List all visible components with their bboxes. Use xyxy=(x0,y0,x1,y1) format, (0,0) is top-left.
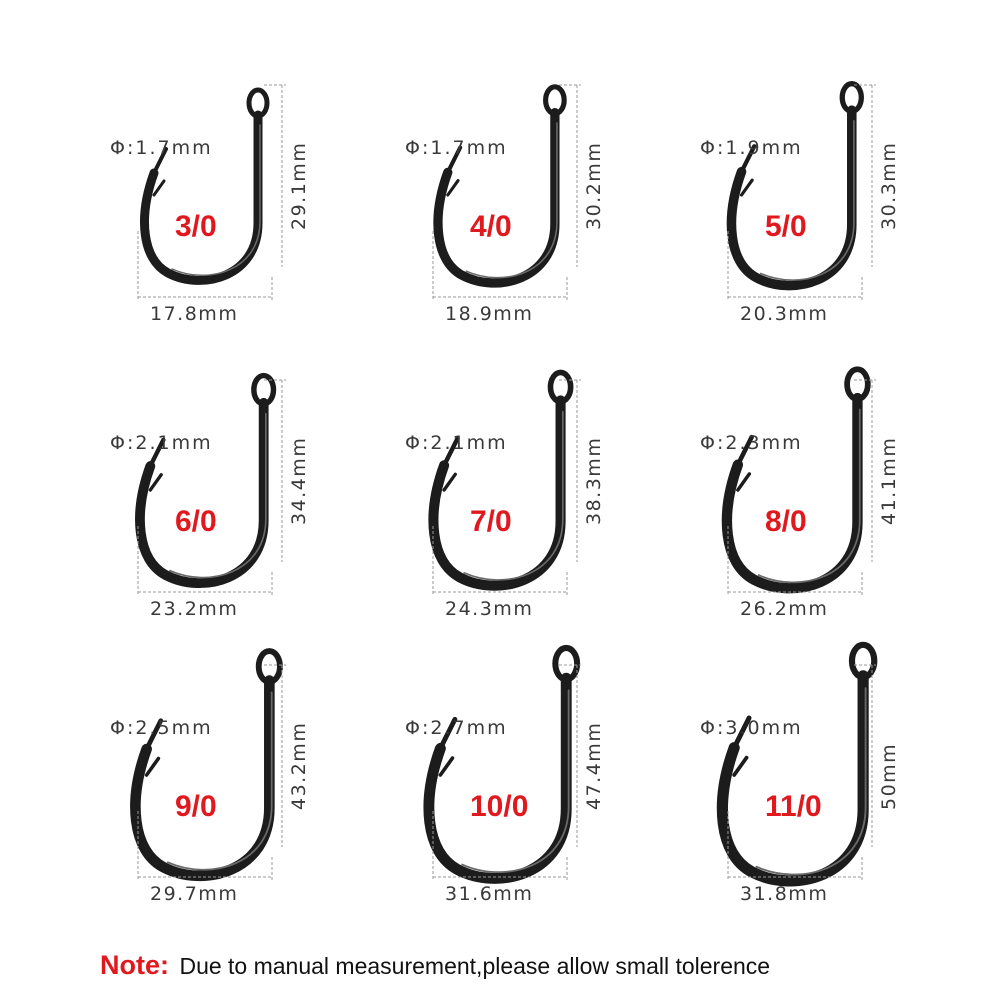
hook-highlight xyxy=(463,410,564,581)
hook-size-label: 5/0 xyxy=(765,210,807,243)
hook-highlight xyxy=(166,691,273,871)
hook-highlight xyxy=(759,120,855,281)
hook-length-label: 47.4mm xyxy=(583,721,605,810)
hook-cell: Φ:1.9mm 5/0 20.3mm 30.3mm xyxy=(640,45,930,335)
wire-diameter-label: Φ:2.7mm xyxy=(405,717,508,739)
hook-body xyxy=(716,670,869,887)
hook-body xyxy=(130,675,275,882)
hook-cell: Φ:3.0mm 11/0 31.8mm 50mm xyxy=(640,625,930,915)
hook-length-label: 30.2mm xyxy=(583,141,605,230)
hook-highlight xyxy=(755,687,867,876)
fishing-hook-illustration xyxy=(432,84,581,301)
wire-diameter-label: Φ:2.3mm xyxy=(700,432,803,454)
wire-diameter-label: Φ:1.7mm xyxy=(405,137,508,159)
fishing-hook-illustration xyxy=(130,648,286,882)
hook-highlight xyxy=(465,122,558,279)
hook-body xyxy=(428,395,566,591)
hook-cell: Φ:1.7mm 3/0 17.8mm 29.1mm xyxy=(50,45,340,335)
hook-point xyxy=(152,147,168,175)
hook-size-label: 6/0 xyxy=(175,505,217,538)
hook-cell: Φ:1.7mm 4/0 18.9mm 30.2mm xyxy=(345,45,635,335)
wire-diameter-label: Φ:2.1mm xyxy=(405,432,508,454)
hook-highlight xyxy=(461,689,570,873)
hook-length-label: 41.1mm xyxy=(878,436,900,525)
hook-barb xyxy=(438,756,455,777)
hook-width-label: 31.8mm xyxy=(740,883,829,905)
hook-barb xyxy=(442,472,457,492)
hook-length-label: 38.3mm xyxy=(583,436,605,525)
hook-barb xyxy=(148,473,163,492)
wire-diameter-label: Φ:1.7mm xyxy=(110,137,213,159)
hook-cell: Φ:2.1mm 6/0 23.2mm 34.4mm xyxy=(50,340,340,630)
wire-diameter-label: Φ:2.1mm xyxy=(110,432,213,454)
hook-barb xyxy=(736,472,752,492)
hook-cell: Φ:2.3mm 8/0 26.2mm 41.1mm xyxy=(640,340,930,630)
hook-length-label: 29.1mm xyxy=(288,141,310,230)
hook-barb xyxy=(732,755,749,777)
wire-diameter-label: Φ:1.9mm xyxy=(700,137,803,159)
hook-point xyxy=(441,436,460,468)
fishing-hook-illustration xyxy=(423,644,581,884)
fishing-hook-illustration xyxy=(137,84,286,301)
hook-point xyxy=(739,144,757,174)
hook-body xyxy=(423,672,572,884)
hook-width-label: 17.8mm xyxy=(150,303,239,325)
hook-barb xyxy=(446,179,460,197)
hook-highlight xyxy=(171,124,261,277)
hook-length-label: 34.4mm xyxy=(288,436,310,525)
hook-width-label: 31.6mm xyxy=(445,883,534,905)
hook-width-label: 26.2mm xyxy=(740,598,829,620)
hook-size-label: 9/0 xyxy=(175,790,217,823)
hook-size-label: 10/0 xyxy=(470,790,529,823)
note-text: Due to manual measurement,please allow s… xyxy=(179,953,771,979)
wire-diameter-label: Φ:3.0mm xyxy=(700,717,803,739)
hook-cell: Φ:2.7mm 10/0 31.6mm 47.4mm xyxy=(345,625,635,915)
fishing-hook-illustration xyxy=(135,372,286,596)
hook-cell: Φ:2.1mm 7/0 24.3mm 38.3mm xyxy=(345,340,635,630)
hook-barb xyxy=(144,756,161,777)
hook-point xyxy=(731,715,752,751)
wire-diameter-label: Φ:2.5mm xyxy=(110,717,213,739)
hook-cell: Φ:2.5mm 9/0 29.7mm 43.2mm xyxy=(50,625,340,915)
fishing-hook-illustration xyxy=(428,369,581,596)
hook-width-label: 24.3mm xyxy=(445,598,534,620)
hook-size-label: 4/0 xyxy=(470,210,512,243)
hook-highlight xyxy=(169,412,267,579)
hook-length-label: 43.2mm xyxy=(288,721,310,810)
hook-barb xyxy=(152,179,166,197)
hook-body xyxy=(135,397,269,588)
hook-point xyxy=(148,437,166,469)
hook-point xyxy=(445,145,463,175)
hook-size-grid: Φ:1.7mm 3/0 17.8mm 29.1mm Φ:1.7mm 4/0 18.9mm 30… xyxy=(50,45,930,915)
hook-barb xyxy=(739,178,754,197)
hook-width-label: 20.3mm xyxy=(740,303,829,325)
hook-width-label: 18.9mm xyxy=(445,303,534,325)
hook-highlight xyxy=(757,408,861,584)
fishing-hook-illustration xyxy=(726,81,876,301)
hook-size-label: 8/0 xyxy=(765,505,807,538)
note-label: Note: xyxy=(100,950,169,980)
hook-width-label: 23.2mm xyxy=(150,598,239,620)
hook-point xyxy=(735,434,754,467)
hook-size-label: 3/0 xyxy=(175,210,217,243)
hook-body xyxy=(721,392,863,594)
hook-size-label: 7/0 xyxy=(470,505,512,538)
hook-width-label: 29.7mm xyxy=(150,883,239,905)
hook-length-label: 30.3mm xyxy=(878,141,900,230)
hook-point xyxy=(144,718,164,752)
hook-length-label: 50mm xyxy=(878,742,900,810)
hook-size-label: 11/0 xyxy=(765,790,822,823)
hook-point xyxy=(437,716,458,751)
fishing-hook-illustration xyxy=(716,641,878,887)
measurement-note: Note: Due to manual measurement,please a… xyxy=(100,950,980,990)
fishing-hook-illustration xyxy=(721,366,876,596)
